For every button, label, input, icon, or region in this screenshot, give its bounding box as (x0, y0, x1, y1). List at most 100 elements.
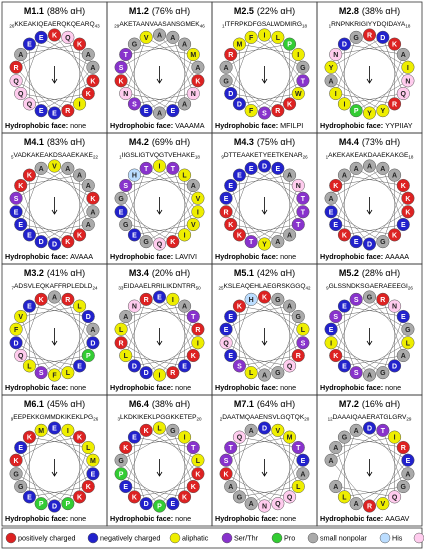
residue-circle (47, 290, 62, 304)
residue-label: E (342, 304, 347, 311)
residue-circle (86, 74, 100, 88)
residue-circle (9, 336, 23, 350)
residue-label: D (86, 314, 91, 321)
residue-circle (9, 205, 23, 219)
residue-circle (219, 205, 233, 219)
hydrophobic-face: Hydrophobic face: YYPIIAY (320, 121, 413, 130)
helix-trace (330, 296, 409, 376)
residue-label: K (191, 353, 196, 360)
moment-arrowhead (51, 471, 58, 477)
helix-content: (28% αH) (362, 268, 400, 278)
seq-start: 26 (9, 24, 15, 29)
residue-circle (191, 322, 205, 336)
residue-label: S (354, 297, 359, 304)
residue-circle (219, 467, 233, 481)
residue-label: I (394, 435, 396, 442)
residue-label: T (124, 52, 129, 59)
panel-title: M1.2 (76% αH) (129, 6, 190, 16)
residue-label: F (52, 373, 57, 380)
helix-content: (20% αH) (152, 268, 190, 278)
residue-label: E (77, 363, 82, 370)
legend-swatch (307, 532, 319, 544)
seq-end: 26 (303, 155, 309, 160)
residue-label: L (196, 458, 201, 465)
seq-start: 12 (328, 417, 334, 422)
seq-start: 7 (12, 286, 15, 291)
residue-label: A (52, 295, 57, 302)
residue-circle (86, 336, 100, 350)
moment-arrowhead (366, 209, 373, 215)
residue-label: L (124, 353, 129, 360)
residue-circle (86, 205, 100, 219)
residue-label: K (52, 33, 57, 40)
helix-trace (330, 165, 409, 245)
residue-circle (291, 440, 305, 455)
residue-circle (152, 499, 167, 513)
residue-circle (401, 60, 415, 74)
residue-label: G (380, 239, 386, 246)
residue-circle (329, 440, 343, 455)
residue-circle (329, 479, 343, 494)
panel-title: M6.1 (45% αH) (24, 399, 85, 409)
residue-label: S (132, 101, 137, 108)
sequence-line: 9GLSSNDKSGAERAEEEGI26 (326, 283, 413, 291)
residue-label: G (300, 65, 306, 72)
residue-label: I (67, 428, 69, 435)
residue-circle (127, 299, 141, 313)
residue-circle (244, 423, 258, 437)
moment-arrowhead (51, 209, 58, 215)
residue-circle (14, 178, 28, 193)
face-label: Hydrophobic face: (110, 121, 173, 130)
residue-label: K (77, 494, 82, 501)
residue-circle (324, 336, 338, 350)
sequence: LKDKIKEKLPGGKKETEP (120, 414, 197, 421)
residue-circle (337, 168, 351, 182)
moment-arrowhead (261, 78, 268, 84)
residue-circle (166, 161, 180, 175)
face-label: Hydrophobic face: (5, 514, 68, 523)
legend-swatch (87, 532, 99, 544)
residue-label: E (18, 445, 23, 452)
residue-circle (296, 60, 310, 74)
residue-label: R (392, 101, 397, 108)
face-value: AAGAV (385, 514, 409, 523)
residue-circle (14, 348, 28, 363)
seq-start: 33 (118, 286, 124, 291)
residue-circle (224, 86, 238, 101)
residue-circle (81, 86, 95, 101)
residue-circle (244, 497, 258, 511)
residue-circle (283, 97, 297, 111)
residue-label: N (392, 304, 397, 311)
seq-end: 43 (95, 24, 101, 29)
face-label: Hydrophobic face: (5, 252, 68, 261)
residue-label: R (367, 33, 372, 40)
residue-circle (191, 205, 205, 219)
residue-circle (178, 37, 192, 51)
moment-arrowhead (261, 471, 268, 477)
residue-label: A (329, 78, 334, 85)
residue-label: G (132, 42, 138, 49)
residue-label: Q (65, 35, 71, 42)
residue-label: M (90, 458, 96, 465)
residue-circle (152, 237, 167, 251)
residue-circle (73, 97, 87, 111)
face-value: YYPIIAY (385, 121, 413, 130)
residue-circle (396, 348, 410, 363)
residue-circle (127, 228, 141, 242)
residue-label: M (287, 435, 293, 442)
moment-arrowhead (51, 340, 58, 346)
helix-content: (16% αH) (362, 399, 400, 409)
residue-circle (139, 423, 153, 437)
residue-circle (86, 60, 100, 74)
residue-circle (119, 217, 133, 232)
residue-label: L (86, 445, 91, 452)
panel-id: M4.2 (129, 137, 149, 147)
residue-circle (337, 490, 351, 504)
legend-swatch (271, 532, 283, 544)
residue-circle (283, 228, 297, 242)
residue-circle (396, 440, 410, 455)
residue-circle (257, 421, 272, 435)
residue-circle (114, 467, 128, 481)
residue-circle (349, 30, 363, 44)
residue-label: L (77, 304, 82, 311)
